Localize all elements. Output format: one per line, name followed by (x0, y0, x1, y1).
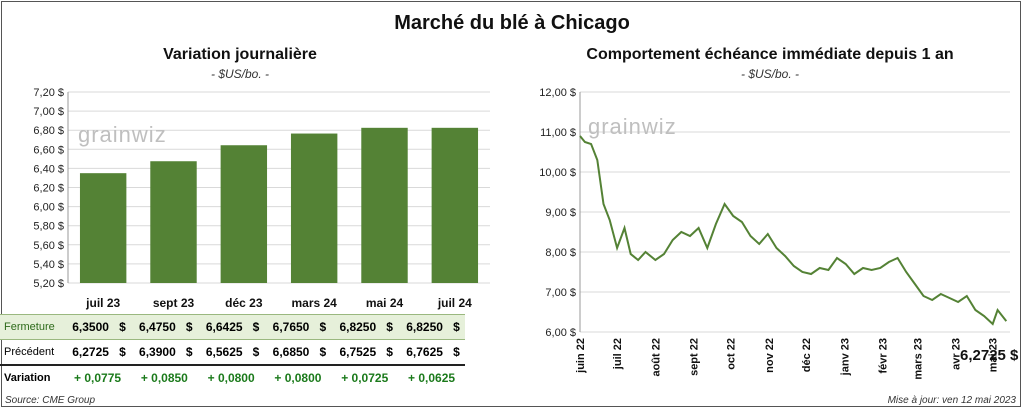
cell-value: 6,5625 (205, 345, 243, 359)
bar (150, 161, 197, 283)
cell-currency: $ (384, 314, 399, 340)
cell-value: 6,2725 (72, 345, 109, 359)
y-tick-label: 5,80 $ (33, 221, 64, 233)
x-tick-label: juil 23 (85, 296, 120, 310)
line-chart-unit: - $US/bo. - (740, 67, 800, 81)
cell-currency: $ (183, 314, 198, 340)
bar-chart: 5,20 $ 5,40 $ 5,60 $ 5,80 $ 6,00 $ 6,20 $ 6,40… (33, 87, 490, 310)
bar (220, 145, 268, 283)
y-tick-label: 7,00 $ (545, 287, 576, 299)
cell-value: 6,6425 (197, 314, 251, 340)
cell-currency: $ (451, 314, 465, 340)
x-tick-label: déc 22 (801, 338, 813, 372)
x-tick-label: mars 24 (291, 296, 337, 310)
page-title: Marché du blé à Chicago (394, 12, 630, 34)
x-tick-label: oct 22 (726, 338, 738, 370)
line-chart-title: Comportement échéance immédiate depuis 1… (586, 46, 954, 63)
y-tick-label: 6,60 $ (33, 144, 64, 156)
cell-currency: $ (319, 345, 327, 359)
cell-value: 6,6850 (272, 345, 310, 359)
cell-currency: $ (250, 314, 265, 340)
y-tick-label: 5,40 $ (33, 259, 64, 271)
bar (361, 127, 408, 283)
cell-currency: $ (453, 345, 460, 359)
cell-currency: $ (386, 345, 393, 359)
cell-value: 6,4750 (130, 314, 184, 340)
table-row-variation: Variation + 0,0775 + 0,0850 + 0,0800 + 0… (0, 364, 465, 390)
futures-table: Fermeture 6,3500 $ 6,4750 $ 6,6425 $ 6,7650… (0, 314, 465, 390)
x-tick-label: mai 24 (366, 296, 404, 310)
x-tick-label: mars 23 (912, 338, 924, 380)
y-tick-label: 12,00 $ (539, 87, 576, 99)
y-tick-label: 6,00 $ (545, 327, 576, 339)
x-tick-label: févr 23 (878, 338, 890, 373)
x-tick-label: nov 22 (764, 338, 776, 373)
line-chart: 6,00 $ 7,00 $ 8,00 $ 9,00 $ 10,00 $ 11,00 $ 12… (539, 87, 1019, 380)
cell-value: 6,7650 (264, 314, 318, 340)
last-value-label: 6,2725 $ (960, 347, 1019, 364)
y-tick-label: 6,80 $ (33, 125, 64, 137)
y-tick-label: 5,20 $ (33, 278, 64, 290)
bar-chart-title: Variation journalière (163, 46, 317, 63)
y-tick-label: 10,00 $ (539, 167, 576, 179)
bar (290, 133, 338, 283)
line-chart-watermark: grainwiz (588, 114, 677, 139)
row-label: Variation (0, 364, 65, 390)
cell-value: 6,3500 (64, 314, 118, 340)
cell-currency: $ (185, 345, 193, 359)
cell-change: + 0,0625 (398, 364, 465, 390)
x-tick-label: juin 22 (575, 338, 587, 374)
x-tick-label: janv 23 (839, 338, 851, 376)
source-note: Source: CME Group (5, 395, 96, 406)
y-tick-label: 6,40 $ (33, 163, 64, 175)
cell-change: + 0,0800 (264, 364, 332, 390)
y-tick-label: 9,00 $ (545, 207, 576, 219)
cell-currency: $ (252, 345, 260, 359)
cell-value: 6,8250 (331, 314, 385, 340)
x-tick-label: juil 24 (437, 296, 472, 310)
x-tick-label: mai 23 (988, 338, 1000, 372)
cell-change: + 0,0775 (64, 364, 131, 390)
table-row-precedent: Précédent 6,2725 $ 6,3900 $ 6,5625 $ 6,6850… (0, 340, 465, 366)
y-tick-label: 7,20 $ (33, 87, 64, 99)
y-tick-label: 6,20 $ (33, 183, 64, 195)
x-tick-label: juil 22 (612, 338, 624, 370)
y-tick-label: 7,00 $ (33, 106, 64, 118)
y-tick-label: 6,00 $ (33, 202, 64, 214)
bar-chart-unit: - $US/bo. - (210, 67, 270, 81)
x-tick-label: sept 22 (689, 338, 701, 376)
x-tick-label: sept 23 (153, 296, 195, 310)
table-row-fermeture: Fermeture 6,3500 $ 6,4750 $ 6,6425 $ 6,7650… (0, 314, 465, 340)
x-tick-label: avr 23 (951, 338, 963, 370)
bar (431, 127, 479, 283)
bar (79, 173, 127, 283)
x-tick-label: déc 23 (225, 296, 263, 310)
cell-value: 6,3900 (139, 345, 176, 359)
bar-chart-watermark: grainwiz (78, 122, 167, 147)
cell-value: 6,7525 (339, 345, 377, 359)
x-tick-label: août 22 (650, 338, 662, 377)
row-label: Précédent (4, 346, 55, 358)
cell-value: 6,8250 (398, 314, 452, 340)
cell-change: + 0,0725 (331, 364, 399, 390)
update-note: Mise à jour: ven 12 mai 2023 (887, 395, 1016, 406)
price-series-line (579, 135, 1008, 326)
cell-currency: $ (317, 314, 332, 340)
row-label: Fermeture (0, 314, 65, 340)
y-tick-label: 8,00 $ (545, 247, 576, 259)
y-tick-label: 11,00 $ (540, 127, 576, 139)
cell-currency: $ (117, 314, 131, 340)
cell-change: + 0,0800 (197, 364, 265, 390)
cell-currency: $ (119, 345, 126, 359)
cell-change: + 0,0850 (130, 364, 198, 390)
y-tick-label: 5,60 $ (33, 240, 64, 252)
cell-value: 6,7625 (406, 345, 443, 359)
